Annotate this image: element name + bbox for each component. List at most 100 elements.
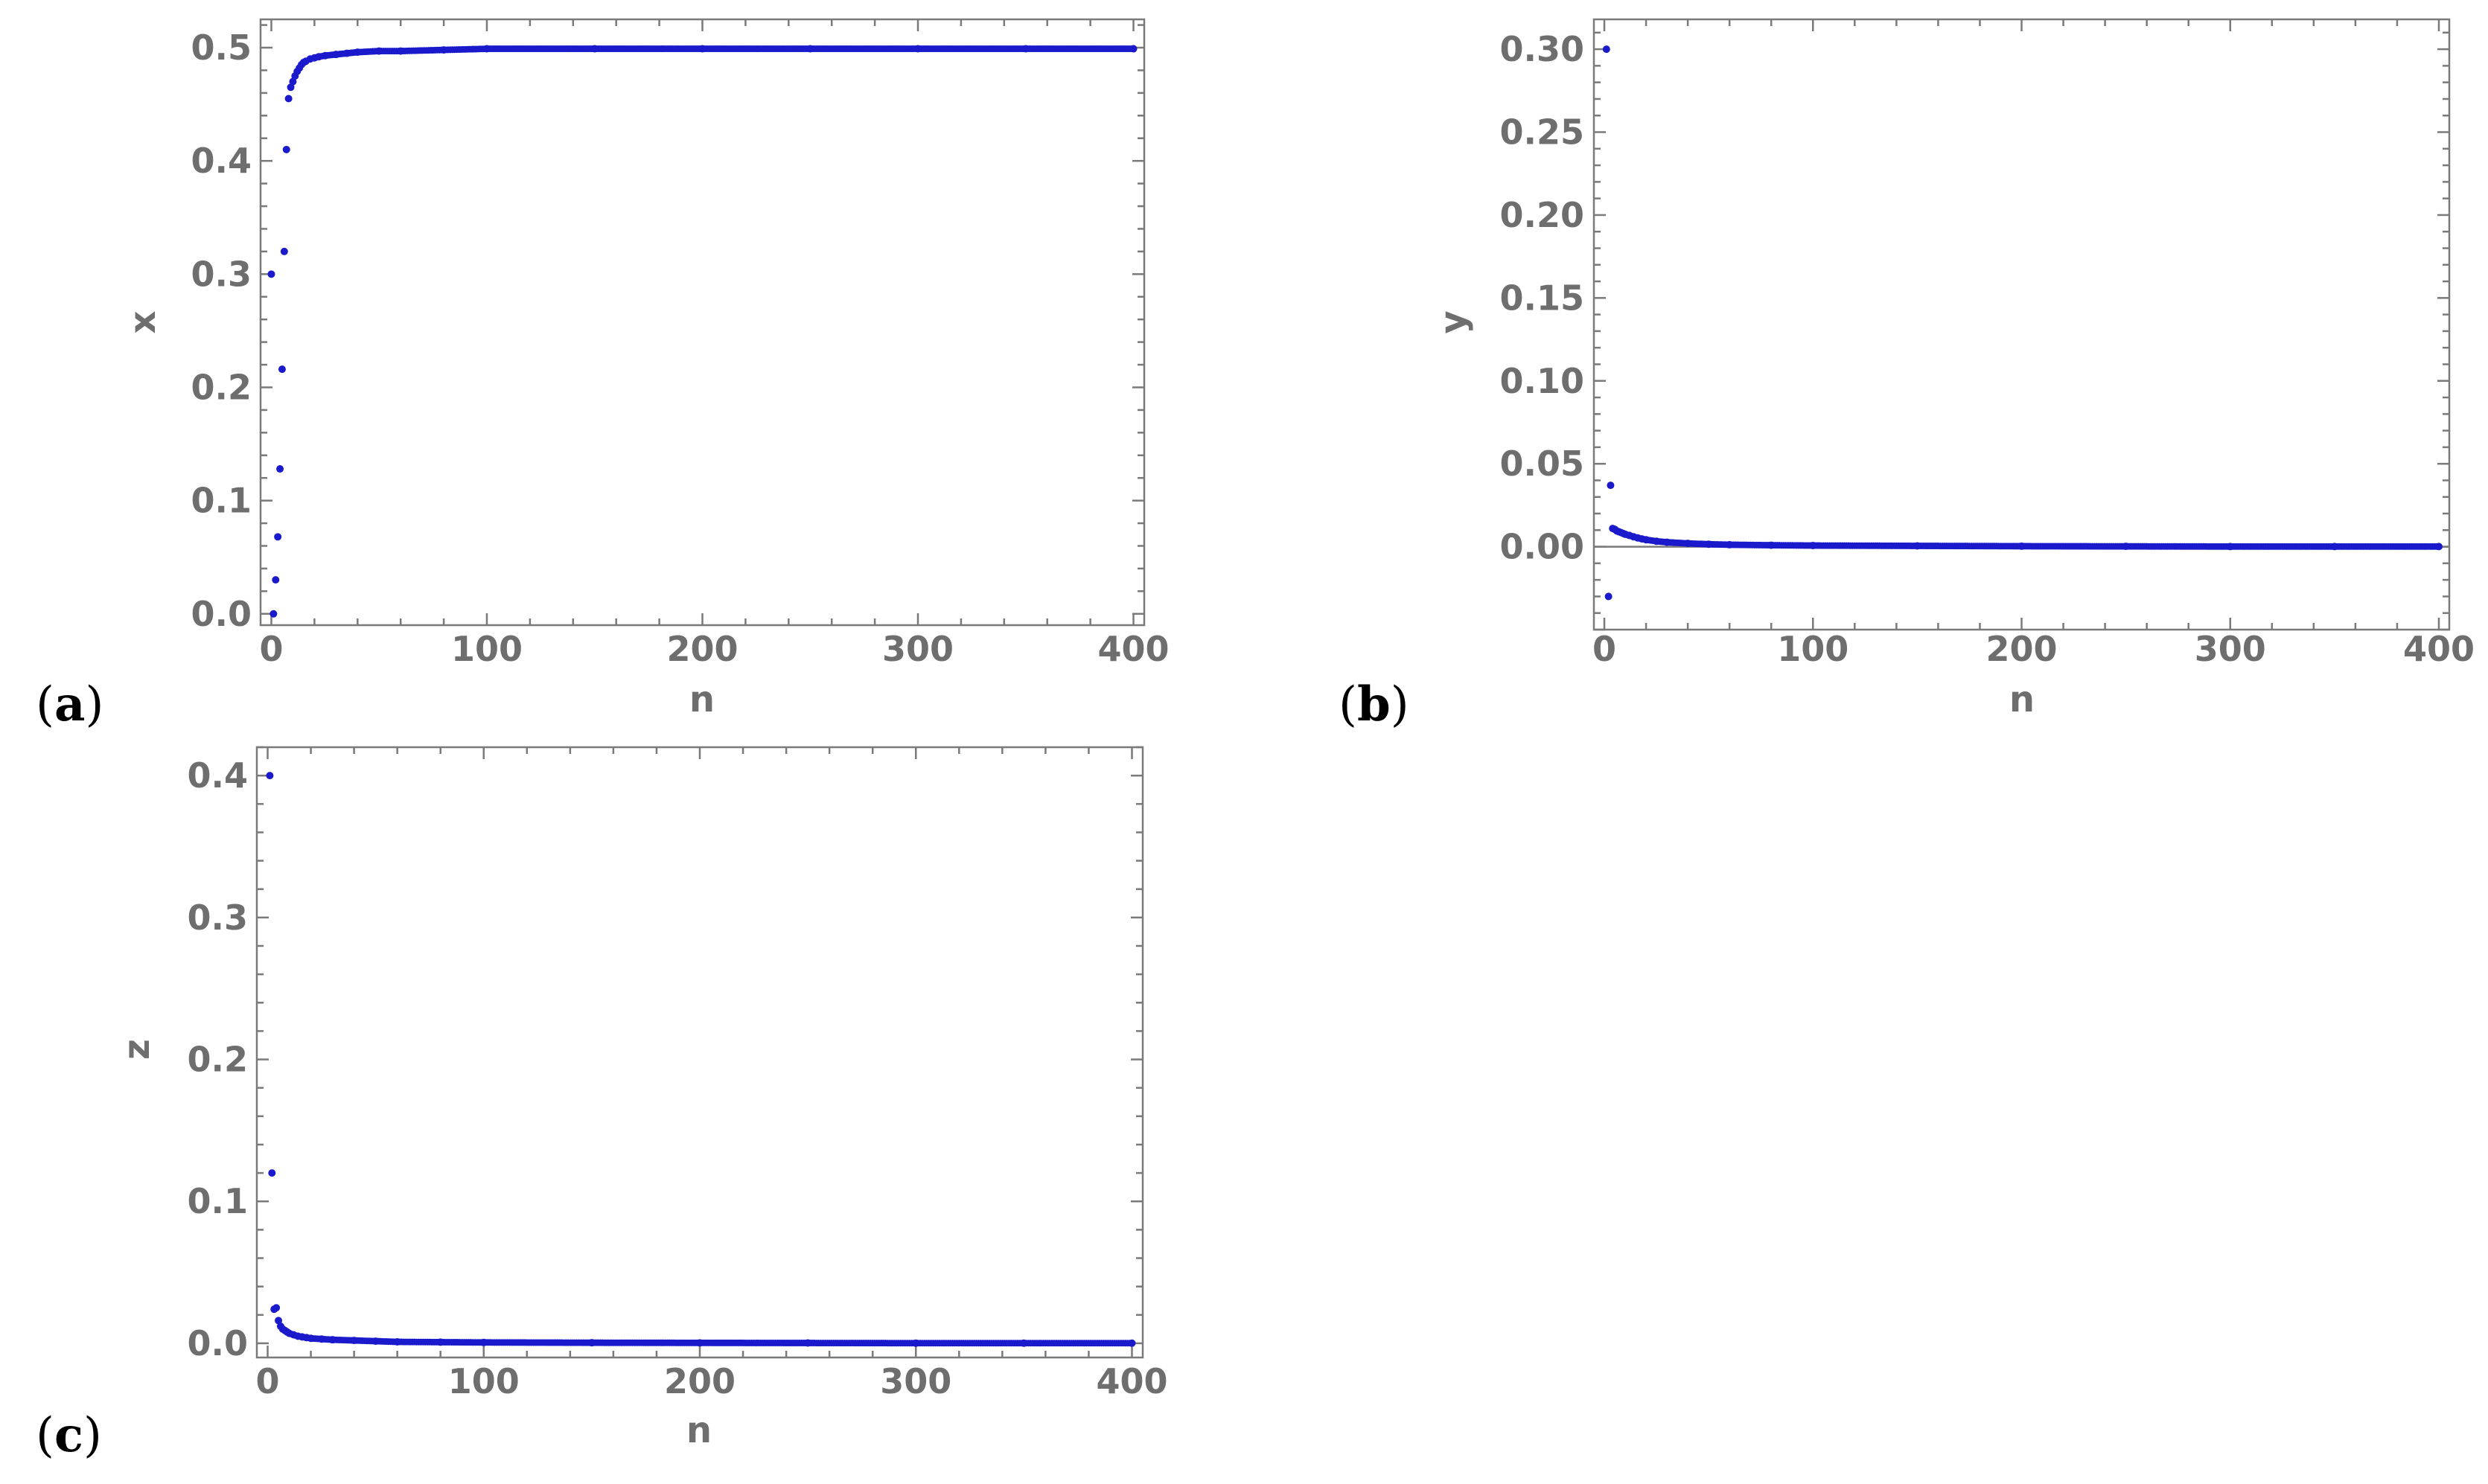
panel-c-tick-labels: 0 100 200 300 400 0.0 0.1 0.2 0.3 0.4	[188, 755, 1168, 1401]
data-point	[1021, 45, 1030, 53]
data-point	[1607, 482, 1615, 490]
x-tick-label: 0	[259, 629, 283, 669]
y-tick-label: 0.25	[1500, 112, 1585, 153]
panel-c-ticks	[257, 746, 1143, 1357]
panel-a-label: (a)	[36, 677, 103, 732]
data-point	[267, 270, 275, 278]
y-tick-label: 0.05	[1500, 444, 1585, 484]
x-tick-label: 0	[1592, 629, 1616, 669]
data-point	[371, 1337, 380, 1346]
data-point	[912, 1339, 920, 1347]
x-tick-label: 400	[2403, 629, 2475, 669]
y-tick-label: 0.0	[191, 594, 252, 634]
y-tick-label: 0.1	[188, 1181, 249, 1221]
x-tick-label: 200	[664, 1361, 736, 1401]
y-tick-label: 0.3	[188, 898, 249, 938]
data-point	[287, 83, 295, 92]
data-point	[275, 1317, 283, 1325]
data-point	[482, 45, 491, 53]
data-point	[1602, 45, 1610, 54]
x-tick-label: 300	[880, 1361, 951, 1401]
data-point	[1642, 536, 1650, 544]
data-point	[375, 47, 383, 55]
panel-b-label: (b)	[1339, 677, 1409, 732]
data-point	[1604, 592, 1613, 601]
data-point	[274, 533, 282, 541]
panel-b-points	[1602, 45, 2443, 601]
data-point	[806, 45, 814, 53]
data-point	[590, 45, 599, 53]
data-point	[397, 47, 405, 55]
y-tick-label: 0.00	[1500, 527, 1585, 567]
panel-a-label-letter: a	[54, 677, 85, 732]
data-point	[2122, 543, 2130, 551]
data-point	[350, 1337, 358, 1345]
x-tick-label: 100	[1777, 629, 1849, 669]
data-point	[1913, 542, 1921, 550]
y-tick-label: 0.10	[1500, 361, 1585, 401]
data-point	[278, 365, 286, 374]
data-point	[440, 46, 448, 54]
data-point	[342, 49, 351, 57]
panel-b-frame	[1592, 18, 2451, 631]
data-point	[2226, 543, 2234, 551]
y-tick-label: 0.3	[191, 254, 252, 294]
y-tick-label: 0.15	[1500, 278, 1585, 318]
x-tick-label: 300	[2195, 629, 2266, 669]
data-point	[328, 1336, 336, 1344]
panel-b-xlabel: n	[2009, 679, 2035, 720]
data-point	[587, 1339, 596, 1347]
y-tick-label: 0.20	[1500, 195, 1585, 235]
data-point	[2330, 543, 2338, 551]
panel-b-label-open: (	[1339, 677, 1357, 732]
panel-c-label: (c)	[36, 1407, 102, 1463]
panel-a-tick-labels: 0 100 200 300 400 0.0 0.1 0.2 0.3 0.4 0.5	[191, 28, 1170, 669]
y-tick-label: 0.30	[1500, 29, 1585, 69]
panel-c-ylabel: z	[116, 1039, 158, 1060]
panel-a-ticks	[261, 19, 1144, 625]
data-point	[698, 45, 706, 53]
data-point	[280, 247, 288, 255]
data-point	[1663, 538, 1671, 546]
x-tick-label: 100	[448, 1361, 520, 1401]
data-point	[289, 77, 297, 86]
panel-a: 0 100 200 300 400 0.0 0.1 0.2 0.3 0.4 0.5 n x (a)	[36, 18, 1170, 732]
panel-c-frame	[255, 746, 1144, 1359]
data-point	[315, 53, 323, 61]
data-point	[696, 1339, 704, 1347]
data-point	[321, 51, 329, 60]
x-tick-label: 200	[666, 629, 738, 669]
data-point	[354, 48, 362, 57]
panel-a-points	[267, 45, 1138, 618]
data-point	[269, 610, 278, 618]
panel-a-label-close: )	[85, 677, 103, 732]
data-point	[268, 1169, 276, 1177]
data-point	[272, 576, 280, 584]
panel-b-ticks	[1594, 19, 2449, 631]
data-point	[1705, 540, 1713, 548]
data-point	[266, 772, 274, 780]
data-point	[1809, 542, 1817, 550]
x-tick-label: 400	[1098, 629, 1170, 669]
y-tick-label: 0.2	[191, 367, 252, 407]
panel-c-label-close: )	[83, 1408, 102, 1463]
panel-c: 0 100 200 300 400 0.0 0.1 0.2 0.3 0.4 n z (c)	[36, 746, 1168, 1463]
panel-b-ylabel: y	[1432, 310, 1474, 333]
panel-a-label-open: (	[36, 677, 54, 732]
data-point	[436, 1338, 444, 1346]
data-point	[1020, 1339, 1028, 1347]
data-point	[2434, 543, 2443, 551]
x-tick-label: 0	[256, 1361, 280, 1401]
data-point	[1767, 541, 1776, 549]
panel-c-points	[266, 772, 1136, 1347]
data-point	[914, 45, 922, 53]
panel-b-tick-labels: 0 100 200 300 400 0.00 0.05 0.10 0.15 0.20 0.25 0.3…	[1500, 29, 2475, 669]
y-tick-label: 0.1	[191, 481, 252, 521]
panel-b-label-letter: b	[1357, 677, 1391, 732]
data-point	[332, 51, 340, 59]
panel-c-label-open: (	[36, 1408, 54, 1463]
data-point	[393, 1338, 401, 1346]
data-point	[282, 145, 290, 153]
data-point	[479, 1338, 488, 1346]
